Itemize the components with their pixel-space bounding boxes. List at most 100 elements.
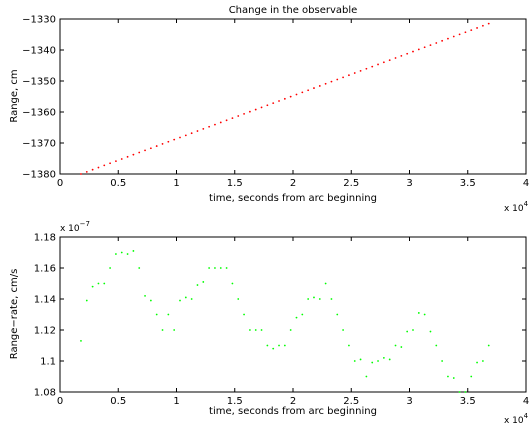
data-point: [248, 329, 251, 331]
data-point: [190, 132, 193, 135]
x-tick-label: 3.5: [460, 178, 476, 189]
data-point: [301, 91, 304, 94]
data-point: [120, 158, 123, 160]
data-point: [476, 361, 478, 364]
data-point: [272, 102, 275, 105]
x-exponent-label: x 104: [504, 200, 529, 214]
data-point: [365, 375, 368, 378]
chart-title: Change in the observable: [229, 5, 358, 16]
data-point: [208, 125, 211, 128]
data-point: [266, 344, 269, 347]
data-point: [487, 344, 490, 347]
data-point: [406, 52, 409, 55]
data-point: [278, 100, 280, 102]
data-point: [248, 110, 251, 113]
data-point: [283, 97, 286, 100]
data-point: [179, 299, 181, 302]
data-point: [377, 360, 379, 362]
data-point: [196, 130, 199, 132]
data-point: [254, 329, 257, 331]
data-point: [435, 42, 438, 44]
data-point: [225, 267, 228, 269]
data-point: [132, 153, 135, 156]
range-rate-chart: x 10−7 0 0.5 1 1.5 2 2.5 3 3.5 4 1.08 1.1 1.12 1.14 1…: [9, 220, 529, 425]
x-tick-label: 2: [290, 396, 296, 407]
x-axis-label: time, seconds from arc beginning: [209, 193, 377, 204]
data-point: [202, 127, 205, 130]
data-point: [196, 284, 199, 286]
data-point: [138, 151, 141, 154]
data-point: [225, 119, 228, 122]
data-point: [318, 85, 321, 87]
data-point: [115, 160, 117, 163]
data-point: [447, 37, 449, 40]
data-point: [342, 329, 344, 331]
data-point: [120, 251, 123, 254]
data-point: [342, 76, 344, 79]
x-axis-label: time, seconds from arc beginning: [209, 406, 377, 417]
x-tick-label: 0: [57, 178, 63, 189]
x-tick-label: 3: [406, 178, 412, 189]
data-series-range: [80, 22, 490, 175]
data-point: [173, 138, 176, 141]
data-point: [179, 136, 181, 139]
data-point: [336, 313, 339, 316]
data-point: [167, 313, 170, 316]
data-point: [202, 281, 205, 283]
x-tick-label: 0: [57, 396, 63, 407]
data-point: [301, 313, 304, 316]
x-tick-label: 4: [523, 396, 529, 407]
data-point: [80, 173, 82, 175]
data-point: [359, 70, 362, 72]
data-point: [85, 299, 88, 302]
data-point: [441, 39, 444, 42]
data-point: [237, 298, 240, 300]
data-point: [219, 267, 222, 269]
plot-area: [59, 18, 527, 175]
data-point: [464, 31, 467, 34]
data-point: [313, 296, 315, 299]
x-tick-label: 3.5: [460, 396, 476, 407]
data-point: [109, 267, 111, 269]
x-tick-label: 1.5: [227, 178, 243, 189]
data-point: [452, 35, 455, 38]
data-point: [400, 346, 403, 348]
x-tick-label: 3: [406, 396, 412, 407]
data-point: [115, 253, 117, 255]
data-point: [470, 29, 473, 31]
y-tick-label: 1.18: [34, 233, 56, 244]
data-point: [161, 143, 164, 145]
data-point: [377, 63, 379, 66]
data-point: [126, 253, 129, 255]
x-tick-label: 2: [290, 178, 296, 189]
data-point: [423, 313, 426, 316]
data-point: [260, 329, 263, 331]
x-tick-label: 2.5: [343, 396, 359, 407]
data-point: [353, 72, 356, 74]
data-point: [359, 358, 362, 361]
data-point: [231, 117, 234, 120]
data-point: [470, 375, 473, 378]
data-point: [452, 377, 455, 379]
data-point: [324, 282, 327, 285]
data-point: [429, 330, 432, 333]
y-axis-label: Range, cm: [9, 69, 20, 122]
data-point: [144, 295, 146, 297]
data-point: [371, 65, 374, 68]
data-point: [208, 267, 211, 269]
data-point: [348, 344, 350, 347]
data-point: [109, 162, 111, 165]
data-point: [400, 54, 403, 57]
data-point: [167, 140, 170, 143]
data-point: [412, 329, 414, 331]
data-point: [231, 282, 234, 285]
data-series-range-rate: [80, 250, 490, 393]
x-exponent-label: x 104: [504, 412, 529, 425]
data-point: [237, 115, 240, 117]
data-point: [441, 360, 444, 362]
y-axis-label: Range−rate, cm/s: [9, 269, 20, 360]
data-point: [173, 329, 176, 331]
data-point: [289, 95, 292, 98]
data-point: [330, 80, 333, 83]
data-point: [353, 360, 356, 362]
